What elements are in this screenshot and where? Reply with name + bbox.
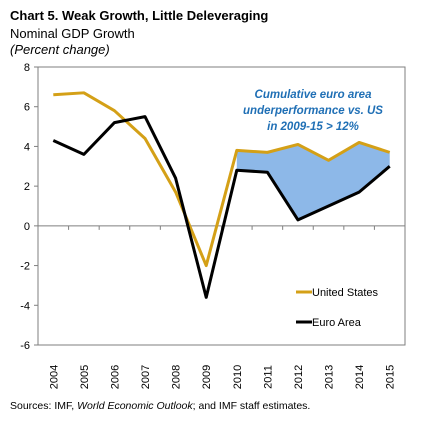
source-note: Sources: IMF, World Economic Outlook; an… [10,400,310,412]
y-tick-label: 4 [24,141,30,153]
source-suffix: ; and IMF staff estimates. [192,400,311,412]
y-tick-label: -6 [20,340,30,352]
legend-label-united-states: United States [312,287,379,299]
y-tick-label: 0 [24,221,30,233]
x-tick-label: 2010 [232,365,244,389]
y-tick-label: 6 [24,102,30,114]
x-tick-label: 2006 [109,365,121,389]
x-tick-label: 2013 [324,365,336,389]
source-publication: World Economic Outlook [77,400,193,412]
unit-label: (Percent change) [10,42,110,57]
nominal-gdp-growth-chart: -6 -4 -2 0 2 4 6 8 2004 2005 2006 2007 2008 2009 2010 2… [20,62,406,389]
x-tick-label: 2005 [79,365,91,389]
underperformance-shaded-area [236,142,390,220]
chart-title: Chart 5. Weak Growth, Little Deleveragin… [10,8,269,23]
annotation-text: in 2009-15 > 12% [267,121,359,133]
x-tick-label: 2004 [48,365,60,389]
x-tick-label: 2008 [171,365,183,389]
euro-area-line [52,115,391,299]
united-states-line [53,91,391,268]
x-tick-label: 2015 [385,365,397,389]
y-tick-label: 2 [24,181,30,193]
annotation-text: underperformance vs. US [243,105,383,117]
x-tick-label: 2012 [293,365,305,389]
x-tick-label: 2007 [140,365,152,389]
y-tick-label: 8 [24,62,30,74]
legend-label-euro-area: Euro Area [312,317,362,329]
plot-frame [37,66,406,346]
source-prefix: Sources: IMF, [10,400,78,412]
x-tick-label: 2011 [262,365,274,389]
x-tick-label: 2014 [354,365,366,389]
y-tick-label: -2 [20,261,30,273]
y-tick-label: -4 [20,300,30,312]
chart-subtitle: Nominal GDP Growth [10,26,135,41]
x-tick-label: 2009 [201,365,213,389]
annotation-text: Cumulative euro area [255,89,373,101]
